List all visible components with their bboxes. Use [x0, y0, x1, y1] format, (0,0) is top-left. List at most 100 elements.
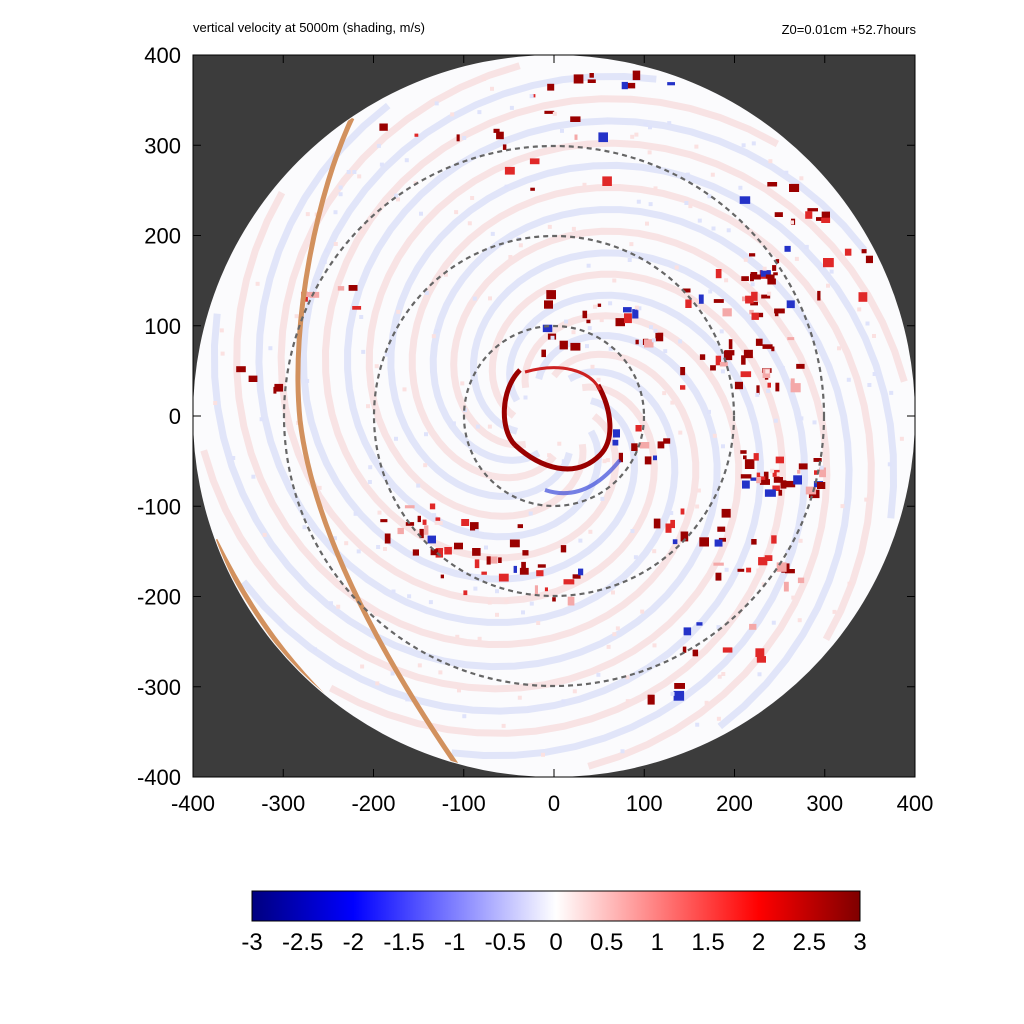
velocity-cell	[715, 269, 722, 279]
velocity-cell	[762, 266, 767, 271]
velocity-cell	[670, 691, 675, 696]
velocity-cell	[685, 172, 690, 177]
range-ring-300	[282, 144, 826, 688]
y-tick-label: 100	[144, 314, 181, 339]
velocity-cell	[220, 351, 225, 356]
velocity-cell	[536, 621, 541, 625]
colorbar-tick-label: -1	[444, 929, 465, 956]
velocity-cell	[429, 503, 436, 510]
velocity-cell	[634, 132, 639, 137]
velocity-cell	[778, 489, 783, 496]
velocity-cell	[496, 131, 504, 140]
velocity-cell	[618, 452, 623, 463]
velocity-cell	[213, 401, 218, 405]
velocity-cell	[380, 519, 388, 523]
velocity-cell	[698, 294, 704, 304]
velocity-cell	[404, 505, 415, 509]
velocity-cell	[578, 568, 584, 576]
colorbar-tick-label: 2	[752, 929, 765, 956]
velocity-cell	[624, 313, 632, 324]
velocity-cell	[771, 620, 776, 625]
velocity-cell	[534, 585, 538, 595]
spiral-band	[344, 117, 868, 541]
velocity-cell	[758, 557, 768, 566]
velocity-cell	[741, 143, 746, 148]
velocity-cell	[858, 292, 868, 302]
velocity-cell	[695, 504, 700, 509]
velocity-cell	[751, 141, 756, 146]
velocity-cell	[812, 420, 817, 425]
velocity-cell	[742, 480, 750, 489]
velocity-cell	[774, 308, 785, 314]
velocity-cell	[424, 432, 428, 437]
velocity-cell	[517, 524, 523, 529]
axis-ticks	[192, 54, 916, 778]
velocity-cell	[844, 248, 852, 256]
velocity-cell	[598, 132, 608, 143]
velocity-cell	[309, 291, 320, 298]
velocity-cell	[490, 86, 494, 91]
velocity-cell	[329, 601, 333, 606]
velocity-cell	[756, 477, 762, 484]
velocity-cell	[708, 375, 713, 380]
velocity-cell	[657, 441, 665, 449]
velocity-cell	[501, 723, 506, 728]
velocity-cell	[723, 350, 733, 361]
chart-title: vertical velocity at 5000m (shading, m/s…	[193, 20, 425, 35]
velocity-cell	[477, 636, 482, 641]
velocity-cell	[647, 150, 652, 155]
velocity-cell	[405, 522, 415, 526]
velocity-cell	[377, 510, 382, 515]
velocity-cell	[790, 383, 801, 393]
velocity-cell	[797, 469, 801, 474]
velocity-cell	[367, 480, 372, 484]
velocity-cell	[653, 186, 658, 191]
velocity-cell	[366, 404, 370, 409]
velocity-cell	[519, 567, 529, 575]
velocity-cell	[637, 306, 642, 311]
velocity-cell	[633, 555, 638, 560]
velocity-cell	[648, 202, 653, 207]
velocity-cell	[713, 299, 724, 303]
velocity-cell	[719, 329, 724, 334]
velocity-cell	[279, 621, 284, 626]
velocity-cell	[734, 381, 743, 390]
velocity-cell	[513, 565, 517, 573]
velocity-cell	[707, 409, 711, 414]
velocity-cell	[696, 488, 701, 493]
velocity-cell	[768, 159, 773, 164]
velocity-cell	[758, 476, 766, 480]
velocity-cell	[757, 672, 762, 677]
velocity-cell	[680, 531, 689, 542]
velocity-cell	[694, 299, 699, 303]
velocity-cell	[787, 337, 795, 341]
velocity-cell	[259, 417, 264, 422]
velocity-cell	[639, 442, 650, 449]
velocity-cell	[819, 465, 824, 470]
range-ring-100	[462, 324, 646, 508]
y-tick-label: -400	[137, 765, 181, 790]
velocity-cell	[451, 421, 456, 426]
velocity-cell	[596, 672, 601, 677]
velocity-cell	[435, 548, 443, 558]
velocity-cell	[760, 270, 771, 277]
velocity-cell	[432, 513, 437, 518]
velocity-cell	[529, 158, 540, 165]
velocity-cell	[645, 221, 649, 226]
velocity-cell	[672, 539, 678, 545]
velocity-cell	[544, 110, 555, 114]
velocity-cell	[455, 634, 460, 639]
velocity-cell	[865, 255, 873, 264]
velocity-cell	[872, 334, 876, 338]
velocity-cell	[561, 459, 566, 464]
velocity-cell	[763, 471, 769, 480]
velocity-cell	[344, 541, 349, 546]
velocity-cell	[872, 372, 877, 376]
velocity-cell	[805, 211, 813, 219]
velocity-cell	[612, 278, 617, 283]
velocity-cell	[589, 73, 594, 78]
spiral-band	[387, 161, 898, 519]
velocity-cell	[376, 545, 381, 549]
velocity-cell	[741, 276, 749, 281]
velocity-cell	[750, 477, 761, 481]
